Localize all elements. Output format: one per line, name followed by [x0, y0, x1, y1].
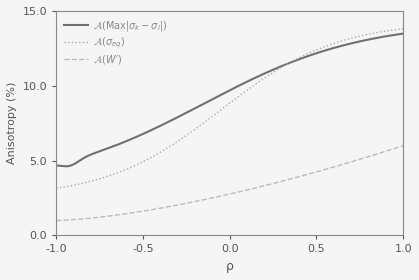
$\mathcal{A}(\mathrm{Max}|\sigma_k - \sigma_l|)$	[221, 92, 226, 95]
$\mathcal{A}(W')$	[392, 147, 397, 150]
$\mathcal{A}(\sigma_{eq})$	[260, 78, 265, 81]
$\mathcal{A}(\mathrm{Max}|\sigma_k - \sigma_l|)$	[63, 165, 68, 168]
Y-axis label: Anisotropy (%): Anisotropy (%)	[7, 82, 17, 164]
$\mathcal{A}(W')$	[260, 185, 265, 188]
$\mathcal{A}(W')$	[338, 163, 343, 167]
$\mathcal{A}(W')$	[54, 219, 59, 222]
$\mathcal{A}(\sigma_{eq})$	[401, 27, 406, 30]
$\mathcal{A}(\sigma_{eq})$	[392, 28, 397, 31]
$\mathcal{A}(W')$	[218, 194, 223, 198]
$\mathcal{A}(\sigma_{eq})$	[338, 39, 343, 43]
X-axis label: ρ: ρ	[226, 260, 234, 273]
$\mathcal{A}(\sigma_{eq})$	[218, 108, 223, 111]
Line: $\mathcal{A}(\sigma_{eq})$: $\mathcal{A}(\sigma_{eq})$	[56, 29, 403, 188]
$\mathcal{A}(\mathrm{Max}|\sigma_k - \sigma_l|)$	[261, 72, 266, 76]
$\mathcal{A}(\sigma_{eq})$	[220, 106, 225, 110]
Legend: $\mathcal{A}(\mathrm{Max}|\sigma_k - \sigma_l|)$, $\mathcal{A}(\sigma_{eq})$, $\: $\mathcal{A}(\mathrm{Max}|\sigma_k - \si…	[61, 16, 171, 69]
$\mathcal{A}(\mathrm{Max}|\sigma_k - \sigma_l|)$	[393, 33, 398, 36]
$\mathcal{A}(\sigma_{eq})$	[54, 187, 59, 190]
$\mathcal{A}(\mathrm{Max}|\sigma_k - \sigma_l|)$	[219, 93, 224, 96]
$\mathcal{A}(\mathrm{Max}|\sigma_k - \sigma_l|)$	[339, 44, 344, 48]
Line: $\mathcal{A}(W')$: $\mathcal{A}(W')$	[56, 146, 403, 221]
Line: $\mathcal{A}(\mathrm{Max}|\sigma_k - \sigma_l|)$: $\mathcal{A}(\mathrm{Max}|\sigma_k - \si…	[56, 34, 403, 166]
$\mathcal{A}(\mathrm{Max}|\sigma_k - \sigma_l|)$	[242, 81, 247, 85]
$\mathcal{A}(W')$	[241, 189, 246, 192]
$\mathcal{A}(\sigma_{eq})$	[241, 91, 246, 94]
$\mathcal{A}(\mathrm{Max}|\sigma_k - \sigma_l|)$	[401, 32, 406, 35]
$\mathcal{A}(\mathrm{Max}|\sigma_k - \sigma_l|)$	[54, 164, 59, 167]
$\mathcal{A}(W')$	[401, 144, 406, 147]
$\mathcal{A}(W')$	[220, 194, 225, 197]
